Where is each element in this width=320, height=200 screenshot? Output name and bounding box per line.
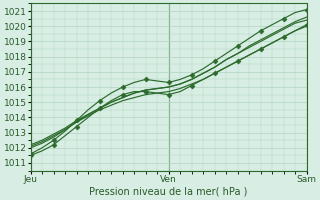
X-axis label: Pression niveau de la mer( hPa ): Pression niveau de la mer( hPa ) [89,187,248,197]
